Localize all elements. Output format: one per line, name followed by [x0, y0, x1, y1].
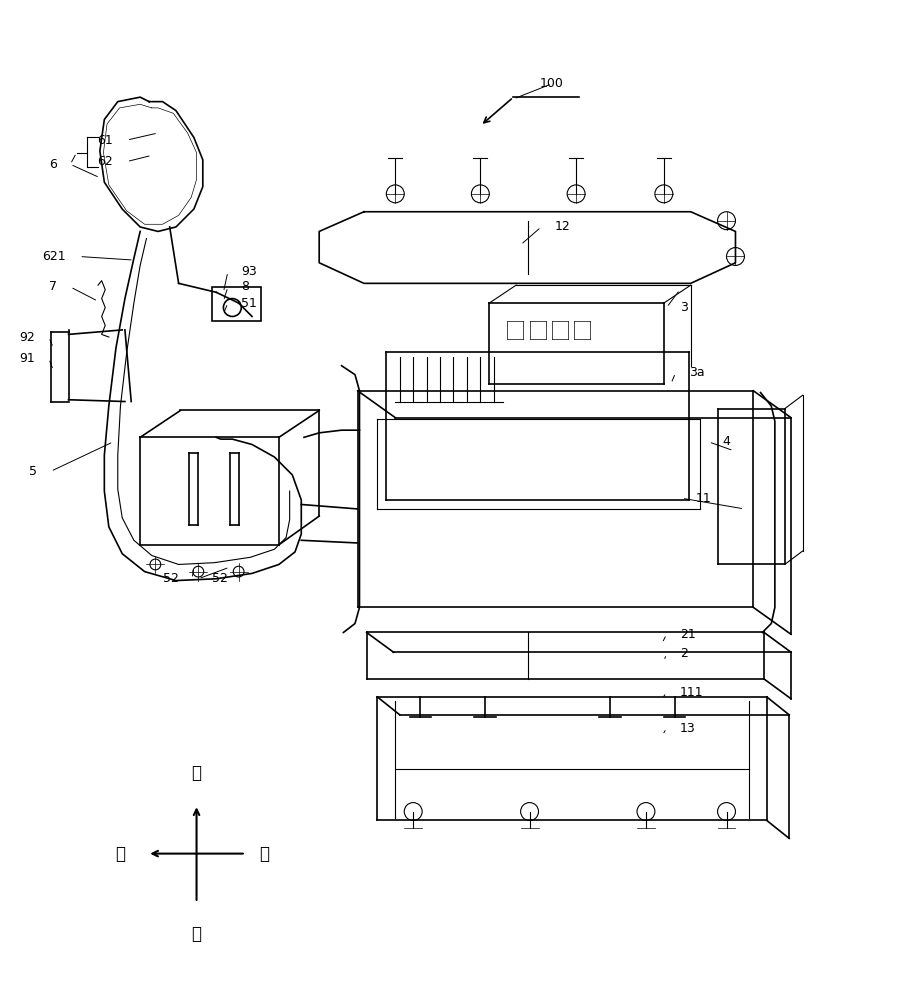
- Text: 93: 93: [242, 265, 257, 278]
- Text: 52: 52: [212, 572, 227, 585]
- Text: 前: 前: [115, 845, 125, 863]
- Text: 5: 5: [30, 465, 37, 478]
- Text: 111: 111: [680, 686, 704, 699]
- Text: 3: 3: [680, 301, 688, 314]
- Text: 11: 11: [695, 492, 711, 505]
- Text: 21: 21: [680, 628, 696, 641]
- Text: 12: 12: [555, 220, 570, 233]
- Text: 62: 62: [98, 155, 113, 168]
- Text: 后: 后: [260, 845, 269, 863]
- Bar: [212, 287, 261, 321]
- Text: 7: 7: [48, 280, 57, 293]
- Text: 51: 51: [242, 297, 257, 310]
- Text: 上: 上: [191, 764, 201, 782]
- Text: 6: 6: [49, 158, 57, 171]
- Text: 91: 91: [20, 352, 35, 365]
- Text: 3a: 3a: [689, 366, 705, 379]
- Text: 8: 8: [242, 280, 250, 293]
- Text: 52: 52: [163, 572, 179, 585]
- Text: 2: 2: [680, 647, 688, 660]
- Text: 13: 13: [680, 722, 696, 735]
- Text: 621: 621: [42, 250, 66, 263]
- Text: 61: 61: [98, 134, 113, 147]
- Text: 4: 4: [722, 435, 730, 448]
- Text: 下: 下: [191, 925, 201, 943]
- Text: 100: 100: [540, 77, 564, 90]
- Text: 92: 92: [20, 331, 35, 344]
